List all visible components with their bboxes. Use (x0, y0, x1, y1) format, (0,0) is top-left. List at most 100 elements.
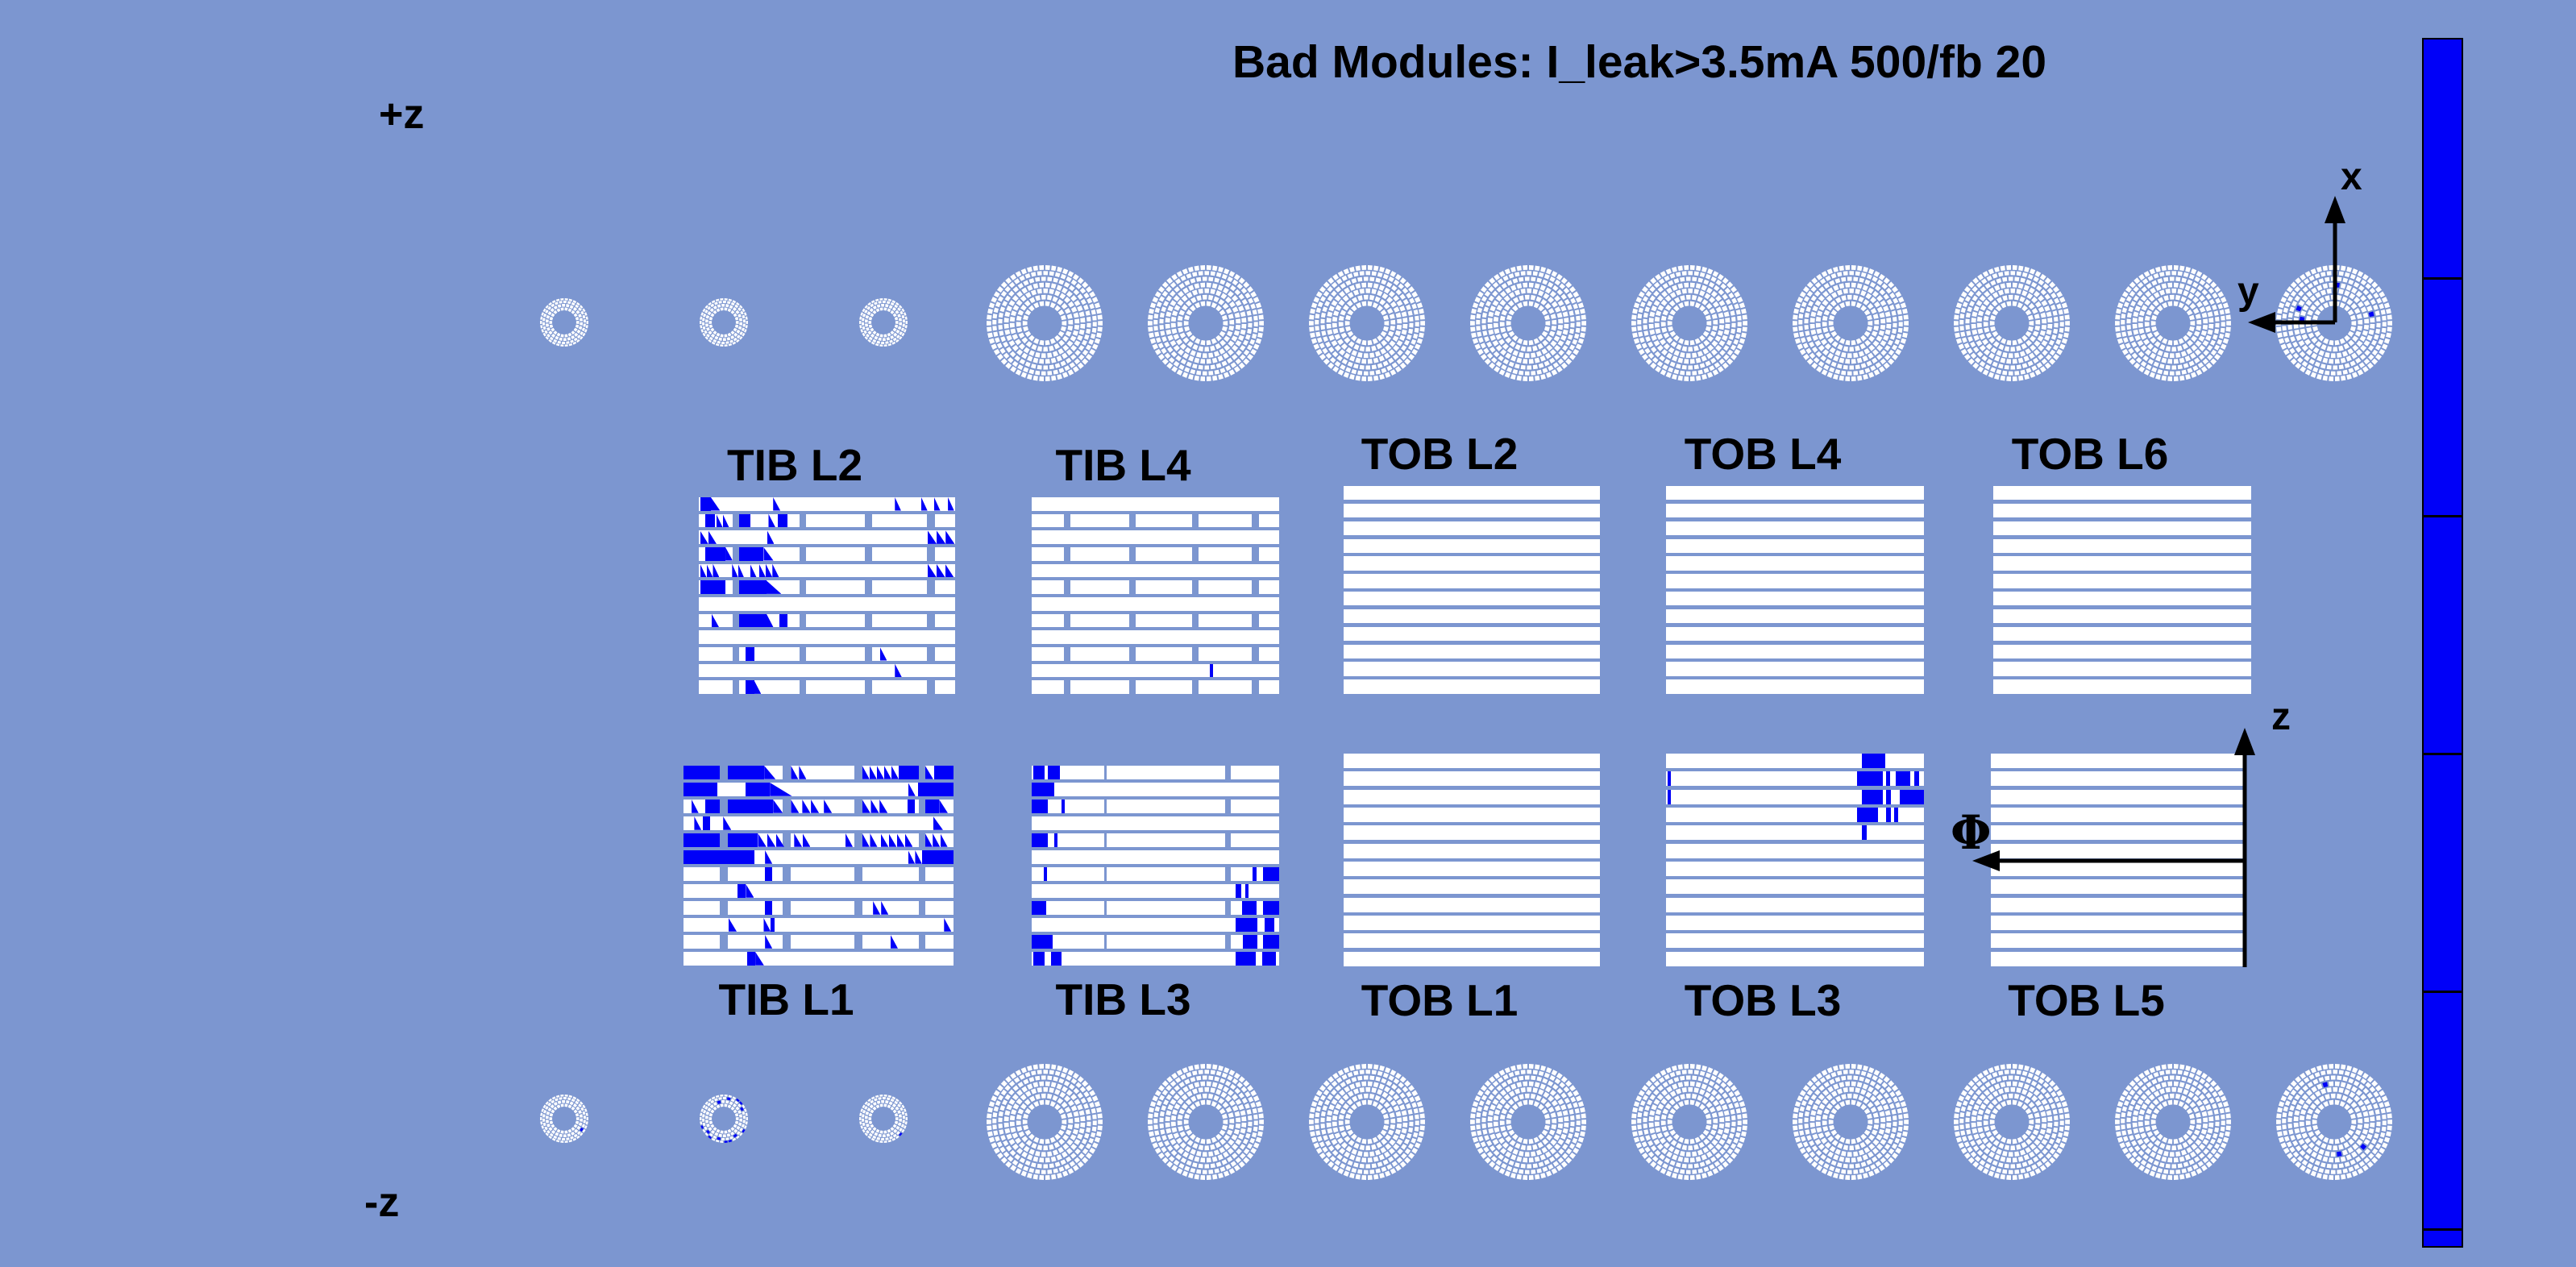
module-tile (1003, 1140, 1009, 1147)
module-tile (2006, 359, 2012, 364)
module-tile (1693, 289, 1700, 295)
module-tile (860, 1108, 864, 1112)
module-tile (1367, 1081, 1373, 1086)
module-tile (1714, 285, 1720, 292)
bad-module-tile (728, 1139, 733, 1143)
module-tile (2138, 351, 2145, 358)
module-tile (1666, 352, 1672, 359)
module-tile (1546, 1170, 1552, 1177)
module-tile (2130, 301, 2137, 307)
module-tile (1074, 1099, 1081, 1105)
module-tile (1544, 360, 1550, 367)
bad-module-mark (898, 766, 919, 779)
module-tile (899, 1118, 903, 1122)
module-tile (900, 1107, 904, 1111)
module-tile (2199, 344, 2206, 351)
module-tile (2313, 300, 2320, 307)
module-tile (1053, 343, 1061, 350)
module-tile (1719, 1148, 1726, 1155)
module-tile (1546, 335, 1553, 343)
module-tile (1371, 1163, 1377, 1169)
module-tile (1964, 296, 1971, 302)
module-tile (1045, 1174, 1050, 1180)
module-tile (1022, 321, 1028, 326)
module-tile (2133, 311, 2139, 318)
module-tile (903, 1125, 907, 1129)
module-tile (1550, 314, 1556, 319)
module-tile (1737, 315, 1742, 321)
module-tile (2305, 299, 2312, 306)
module-tile (1736, 1095, 1743, 1102)
module-tile (1056, 355, 1062, 362)
module-tile (1240, 1128, 1246, 1134)
module-tile (733, 313, 737, 318)
module-tile (1166, 277, 1174, 285)
module-tile (1508, 1072, 1514, 1078)
module-tile (1406, 1103, 1411, 1109)
module-tile (1659, 1153, 1665, 1161)
module-tile (1012, 1094, 1019, 1101)
module-tile (582, 1111, 586, 1115)
module-tile (1023, 326, 1029, 332)
module-tile (1685, 1169, 1691, 1174)
module-tile (1072, 1072, 1079, 1079)
module-tile (901, 332, 905, 337)
module-tile (1058, 279, 1065, 285)
module-tile (2018, 265, 2024, 272)
module-tile (1703, 368, 1710, 373)
module-row-segment (1344, 843, 1600, 858)
module-tile (1009, 1115, 1016, 1120)
module-tile (1228, 1124, 1235, 1130)
module-tile (1229, 301, 1236, 308)
module-tile (1664, 1074, 1670, 1080)
module-tile (1519, 1169, 1524, 1174)
module-tile (901, 308, 905, 313)
module-tile (1736, 297, 1743, 303)
module-tile (2006, 376, 2012, 381)
module-tile (2035, 319, 2041, 325)
module-tile (899, 1101, 903, 1105)
module-tile (1016, 1120, 1021, 1126)
module-tile (1719, 318, 1725, 324)
module-tile (1665, 268, 1672, 275)
module-tile (1510, 355, 1517, 362)
module-tile (1332, 1072, 1340, 1079)
module-tile (1840, 351, 1847, 358)
module-tile (725, 304, 729, 308)
module-tile (1327, 277, 1335, 285)
module-tile (1340, 332, 1348, 339)
module-tile (2030, 281, 2038, 288)
module-tile (1528, 282, 1534, 288)
module-tile (553, 339, 558, 343)
module-tile (544, 1126, 548, 1131)
module-tile (1253, 327, 1258, 333)
module-tile (1396, 325, 1402, 330)
module-tile (2348, 368, 2354, 373)
module-tile (1518, 1150, 1524, 1157)
module-tile (578, 314, 582, 318)
module-tile (988, 1101, 995, 1107)
module-tile (1187, 266, 1194, 272)
module-tile (2038, 295, 2045, 302)
module-tile (1206, 359, 1211, 364)
module-tile (1382, 273, 1389, 280)
module-tile (889, 1136, 894, 1140)
module-tile (2147, 275, 2154, 281)
module-tile (1476, 1112, 1481, 1118)
module-tile (1527, 271, 1532, 276)
module-row-segment (1032, 884, 1279, 898)
module-tile (1873, 271, 1880, 277)
module-tile (1633, 1136, 1640, 1143)
module-tile (1722, 1076, 1729, 1083)
module-tile (1664, 295, 1672, 302)
module-tile (1219, 348, 1226, 355)
module-tile (1078, 1153, 1085, 1160)
module-tile (1714, 362, 1721, 368)
module-tile (1225, 297, 1232, 303)
module-tile (1472, 302, 1479, 309)
module-tile (2368, 345, 2374, 351)
module-tile (2379, 348, 2386, 355)
module-tile (1516, 1174, 1522, 1180)
module-tile (995, 1100, 1001, 1107)
module-tile (542, 1104, 546, 1109)
